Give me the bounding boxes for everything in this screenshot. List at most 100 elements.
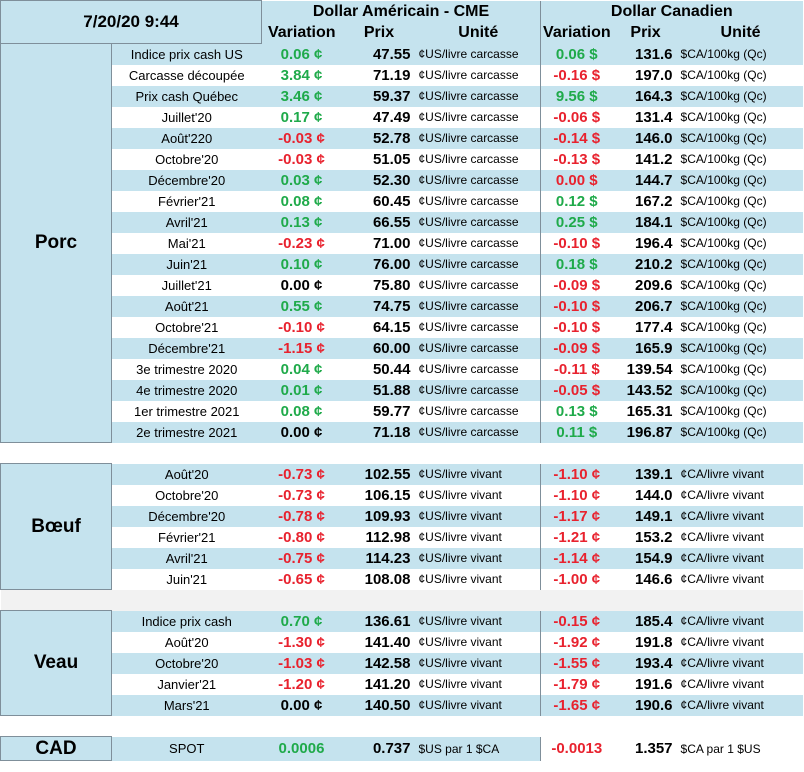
spacer-cell	[416, 442, 541, 464]
usd-price: 141.20	[341, 673, 417, 695]
usd-price: 52.30	[341, 169, 417, 191]
usd-variation: 0.70 ¢	[261, 610, 342, 632]
cad-row: CAD SPOT 0.0006 0.737 $US par 1 $CA -0.0013 1.…	[0, 736, 803, 761]
table-row: Août'220 -0.03 ¢ 52.78 ¢US/livre carcasse -0…	[1, 127, 803, 149]
usd-price: 112.98	[341, 526, 417, 548]
spacer-cell	[540, 442, 613, 464]
usd-price: 47.49	[341, 106, 417, 128]
table-row: Août'20 -1.30 ¢ 141.40 ¢US/livre vivant -1.9…	[1, 631, 803, 653]
usd-unit: ¢US/livre carcasse	[416, 337, 542, 359]
spacer-cell	[111, 715, 262, 737]
cad-variation: -1.21 ¢	[540, 526, 613, 548]
usd-unit: ¢US/livre carcasse	[416, 106, 542, 128]
table-row: 3e trimestre 2020 0.04 ¢ 50.44 ¢US/livre ca…	[1, 358, 803, 380]
usd-variation: -0.23 ¢	[261, 232, 342, 254]
cad-variation: -1.10 ¢	[540, 484, 613, 506]
spacer-cell	[261, 589, 342, 611]
usd-variation: -0.80 ¢	[261, 526, 342, 548]
usd-price: 109.93	[341, 505, 417, 527]
usd-unit: ¢US/livre carcasse	[416, 295, 542, 317]
cad-variation: -0.14 $	[540, 127, 613, 149]
usd-unit: ¢US/livre carcasse	[416, 85, 542, 107]
usd-variation: 3.84 ¢	[261, 64, 342, 86]
spacer-cell	[0, 715, 112, 737]
row-label: Indice prix cash	[111, 610, 262, 632]
spacer-cell	[341, 715, 417, 737]
group-label: Veau	[0, 610, 112, 716]
usd-price: 47.55	[341, 43, 417, 65]
cad-unit: ¢CA/livre vivant	[678, 463, 803, 485]
row-label: Décembre'21	[111, 337, 262, 359]
usd-variation-header: Variation	[261, 22, 342, 44]
table-row: Carcasse découpée 3.84 ¢ 71.19 ¢US/livre ca…	[1, 64, 803, 86]
usd-unit: ¢US/livre vivant	[416, 505, 542, 527]
cad-unit: ¢CA/livre vivant	[678, 694, 803, 716]
usd-variation: 0.00 ¢	[261, 421, 342, 443]
usd-unit: ¢US/livre carcasse	[416, 43, 542, 65]
table-row: Février'21 0.08 ¢ 60.45 ¢US/livre carcasse 0…	[1, 190, 803, 212]
usd-unit: ¢US/livre vivant	[416, 484, 542, 506]
spacer-cell	[540, 715, 613, 737]
usd-price: 60.45	[341, 190, 417, 212]
row-label: 1er trimestre 2021	[111, 400, 262, 422]
usd-unit: ¢US/livre carcasse	[416, 274, 542, 296]
cad-unit: ¢CA/livre vivant	[678, 526, 803, 548]
usd-unit: ¢US/livre carcasse	[416, 316, 542, 338]
table-row: Mai'21 -0.23 ¢ 71.00 ¢US/livre carcasse -0.1…	[1, 232, 803, 254]
usd-unit: ¢US/livre carcasse	[416, 358, 542, 380]
row-label: Août'220	[111, 127, 262, 149]
cad-price: 139.54	[612, 358, 679, 380]
cad-label: CAD	[0, 736, 112, 761]
usd-section-title: Dollar Américain - CME	[261, 0, 542, 23]
cad-price: 209.6	[612, 274, 679, 296]
cad-unit: $CA/100kg (Qc)	[678, 106, 803, 128]
usd-variation: 0.08 ¢	[261, 190, 342, 212]
row-label: Juillet'21	[111, 274, 262, 296]
usd-price: 66.55	[341, 211, 417, 233]
usd-variation: -0.78 ¢	[261, 505, 342, 527]
cad-price: 191.6	[612, 673, 679, 695]
cad-price: 164.3	[612, 85, 679, 107]
cad-variation: -1.17 ¢	[540, 505, 613, 527]
cad-unite-header: Unité	[678, 22, 803, 44]
cad-unit: ¢CA/livre vivant	[678, 505, 803, 527]
cad-unit: $CA/100kg (Qc)	[678, 43, 803, 65]
cad-price: 193.4	[612, 652, 679, 674]
cad-variation: 0.00 $	[540, 169, 613, 191]
cad-unit: $CA/100kg (Qc)	[678, 316, 803, 338]
usd-unit: ¢US/livre vivant	[416, 631, 542, 653]
cad-price: 190.6	[612, 694, 679, 716]
cad-unit: $CA/100kg (Qc)	[678, 274, 803, 296]
cad-variation: -0.09 $	[540, 274, 613, 296]
cad-price: 144.0	[612, 484, 679, 506]
row-label: Carcasse découpée	[111, 64, 262, 86]
row-label: Octobre'20	[111, 652, 262, 674]
usd-variation: 0.01 ¢	[261, 379, 342, 401]
row-label: Février'21	[111, 526, 262, 548]
cad-variation: -1.14 ¢	[540, 547, 613, 569]
table-row: 2e trimestre 2021 0.00 ¢ 71.18 ¢US/livre ca…	[1, 421, 803, 443]
cad-price: 143.52	[612, 379, 679, 401]
usd-price: 71.18	[341, 421, 417, 443]
usd-unite-header: Unité	[416, 22, 542, 44]
spacer-cell	[0, 589, 112, 611]
usd-price: 71.00	[341, 232, 417, 254]
usd-unit: ¢US/livre carcasse	[416, 253, 542, 275]
usd-unit: ¢US/livre carcasse	[416, 421, 542, 443]
cad-variation: 0.25 $	[540, 211, 613, 233]
spacer-cell	[612, 442, 679, 464]
usd-unit: ¢US/livre carcasse	[416, 379, 542, 401]
usd-unit: $US par 1 $CA	[416, 736, 542, 761]
usd-variation: -1.03 ¢	[261, 652, 342, 674]
usd-unit: ¢US/livre vivant	[416, 694, 542, 716]
usd-price: 59.77	[341, 400, 417, 422]
cad-unit: $CA/100kg (Qc)	[678, 148, 803, 170]
usd-variation: 3.46 ¢	[261, 85, 342, 107]
row-label: Mai'21	[111, 232, 262, 254]
cad-variation: 9.56 $	[540, 85, 613, 107]
cad-unit: $CA/100kg (Qc)	[678, 232, 803, 254]
usd-variation: 0.00 ¢	[261, 694, 342, 716]
cad-variation: 0.11 $	[540, 421, 613, 443]
spacer-cell	[341, 589, 417, 611]
cad-variation: -0.06 $	[540, 106, 613, 128]
